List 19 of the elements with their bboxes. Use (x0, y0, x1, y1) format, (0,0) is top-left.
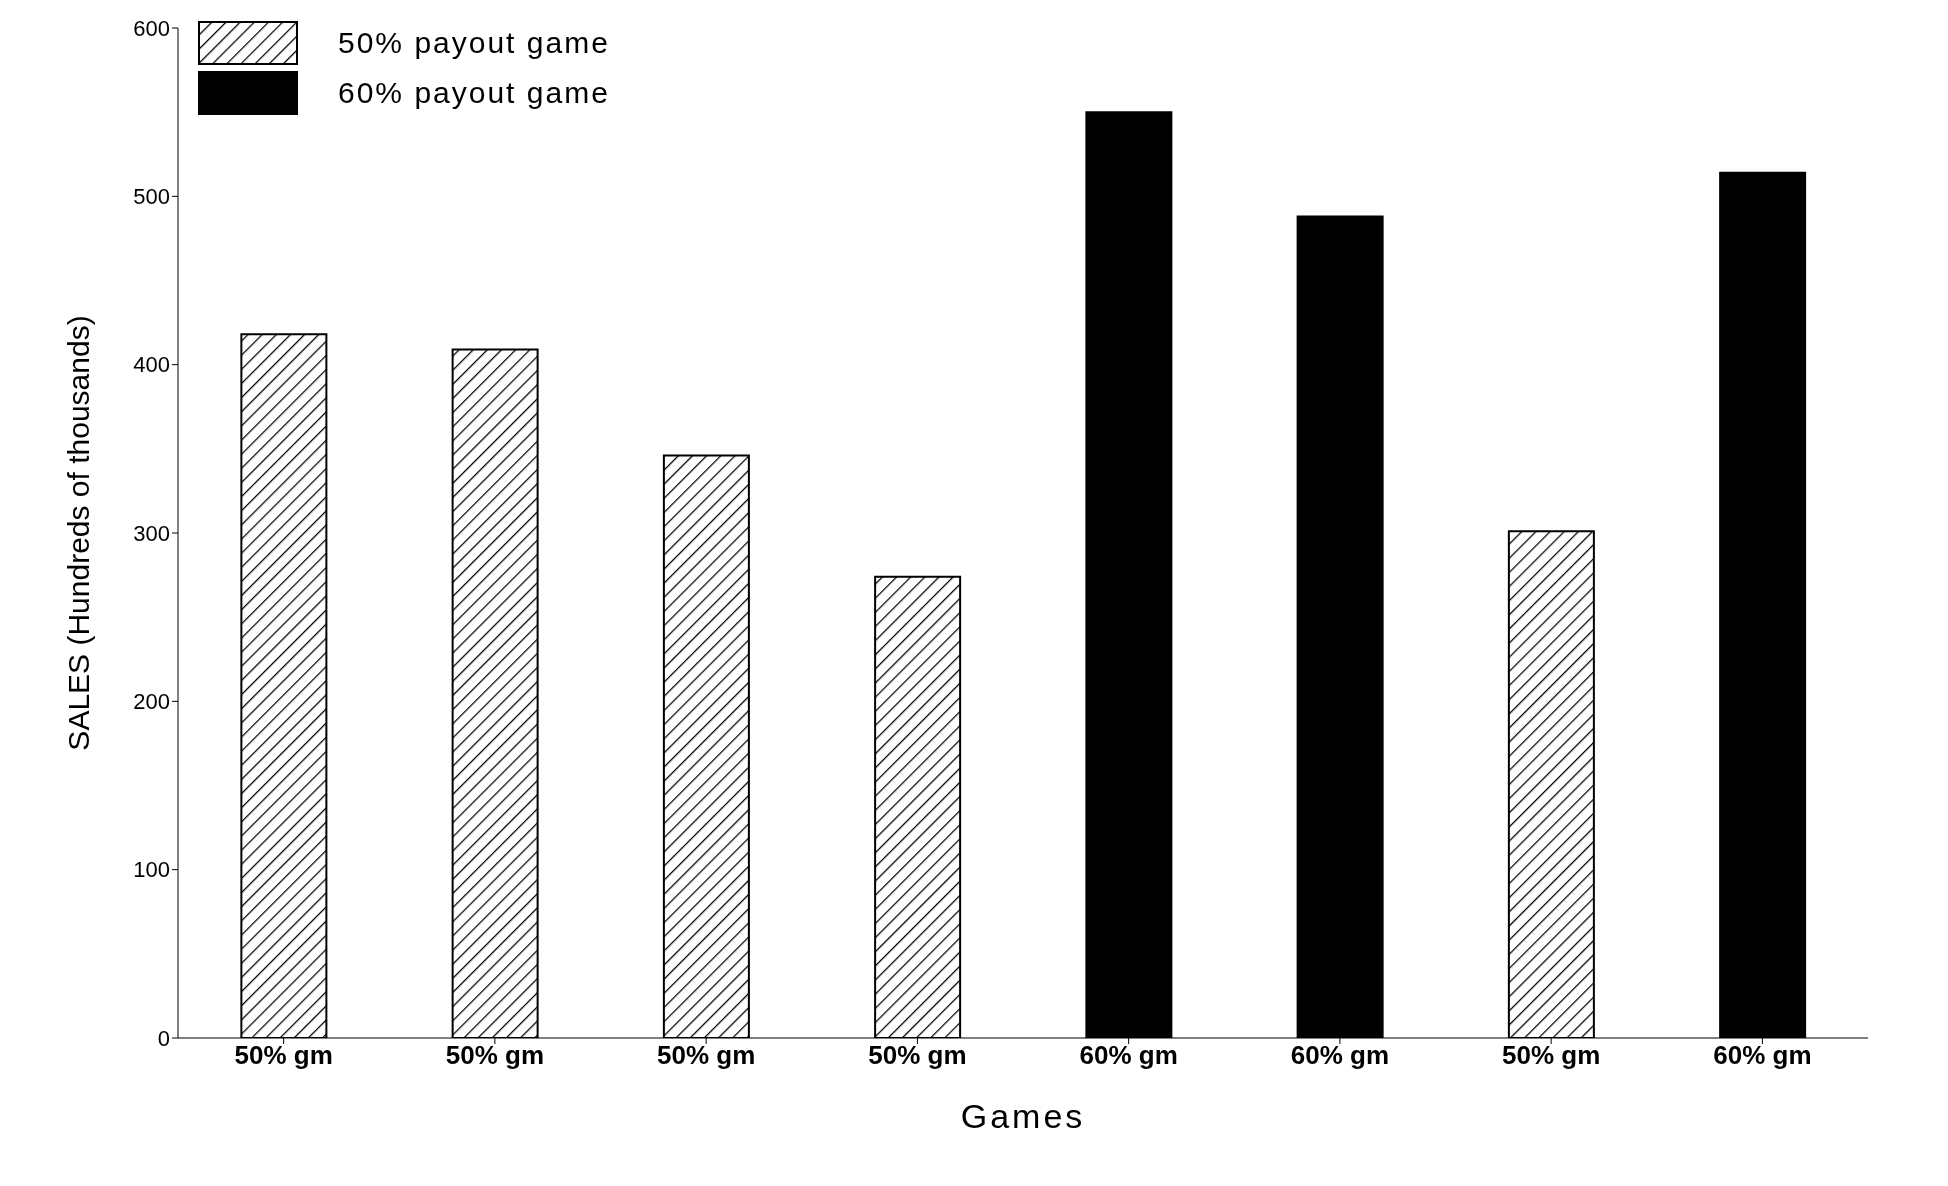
x-tick-label: 60% gm (1713, 1040, 1812, 1071)
x-tick-label: 50% gm (868, 1040, 967, 1071)
y-tick-label: 100 (133, 857, 170, 883)
x-axis-title: Games (960, 1097, 1086, 1135)
x-tick-label: 50% gm (445, 1040, 545, 1071)
x-tick-label: 60% gm (1079, 1040, 1178, 1071)
y-axis-title: SALES (Hundreds of thousands) (61, 315, 95, 751)
y-tick-label: 200 (133, 689, 170, 715)
legend-label: 50% payout game (338, 26, 610, 60)
x-tick-label: 60% gm (1290, 1040, 1390, 1071)
y-tick-label: 300 (133, 520, 170, 546)
legend-label: 60% payout game (338, 76, 610, 110)
y-tick-label: 500 (133, 184, 170, 210)
x-tick-label: 50% gm (234, 1040, 333, 1071)
y-tick-label: 600 (133, 15, 170, 41)
x-tick-label: 50% gm (1501, 1040, 1601, 1071)
y-tick-label: 400 (133, 352, 170, 378)
y-tick-label: 0 (157, 1025, 170, 1051)
x-tick-label: 50% gm (656, 1040, 756, 1071)
